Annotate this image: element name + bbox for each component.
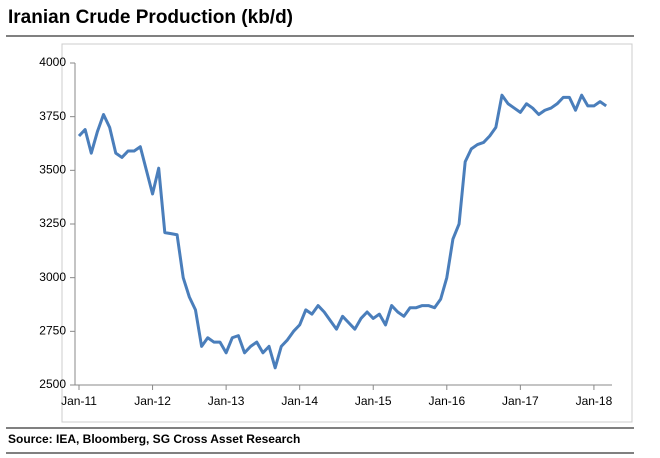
source: Source: IEA, Bloomberg, SG Cross Asset R… (8, 432, 300, 446)
x-tick-label: Jan-15 (355, 394, 392, 408)
x-tick-label: Jan-13 (208, 394, 245, 408)
x-tick-label: Jan-11 (61, 394, 97, 408)
y-tick-label: 3000 (39, 270, 66, 284)
y-tick-label: 2500 (39, 377, 66, 391)
plot-frame (61, 43, 633, 423)
y-tick-label: 4000 (39, 55, 66, 69)
x-tick-label: Jan-12 (134, 394, 171, 408)
chart-title: Iranian Crude Production (kb/d) (8, 7, 293, 28)
x-tick-label: Jan-14 (281, 394, 318, 408)
y-tick-label: 3500 (39, 163, 66, 177)
y-tick-label: 3250 (39, 216, 66, 230)
y-tick-label: 3750 (39, 109, 66, 123)
line-series (77, 93, 608, 370)
x-tick-label: Jan-16 (428, 394, 465, 408)
y-tick-label: 2750 (39, 324, 66, 338)
x-tick-label: Jan-17 (502, 394, 539, 408)
x-tick-label: Jan-18 (576, 394, 613, 408)
